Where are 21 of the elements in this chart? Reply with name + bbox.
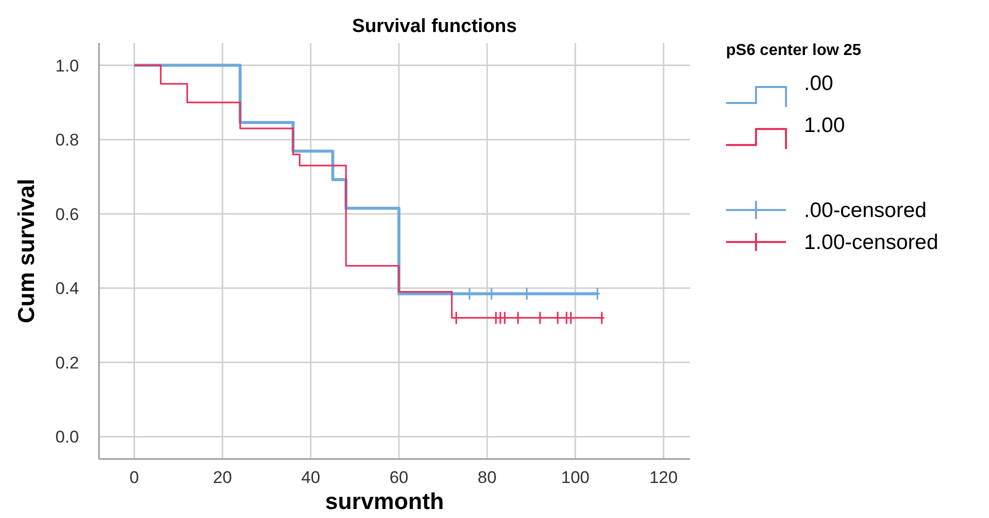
y-axis-title: Cum survival — [13, 178, 39, 324]
legend-title: pS6 center low 25 — [726, 42, 862, 59]
y-tick-label: 0.4 — [55, 279, 79, 298]
y-tick-label: 0.0 — [55, 428, 79, 447]
y-tick-label: 0.8 — [55, 130, 79, 150]
x-tick-label: 60 — [389, 468, 408, 487]
x-tick-label: 0 — [130, 468, 140, 487]
x-tick-label: 120 — [649, 468, 678, 487]
x-tick-label: 100 — [561, 468, 590, 487]
x-tick-label: 20 — [213, 468, 232, 487]
legend-label: 1.00 — [804, 114, 845, 137]
x-axis-title: survmonth — [325, 488, 444, 514]
legend-label: .00-censored — [804, 199, 927, 222]
chart-title: Survival functions — [352, 16, 517, 37]
y-tick-label: 1.0 — [55, 56, 79, 76]
x-tick-label: 40 — [301, 468, 320, 487]
legend-label: 1.00-censored — [804, 231, 938, 254]
x-tick-label: 80 — [478, 468, 497, 487]
y-tick-label: 0.6 — [55, 204, 79, 224]
legend-label: .00 — [804, 72, 834, 95]
y-tick-label: 0.2 — [55, 353, 79, 372]
